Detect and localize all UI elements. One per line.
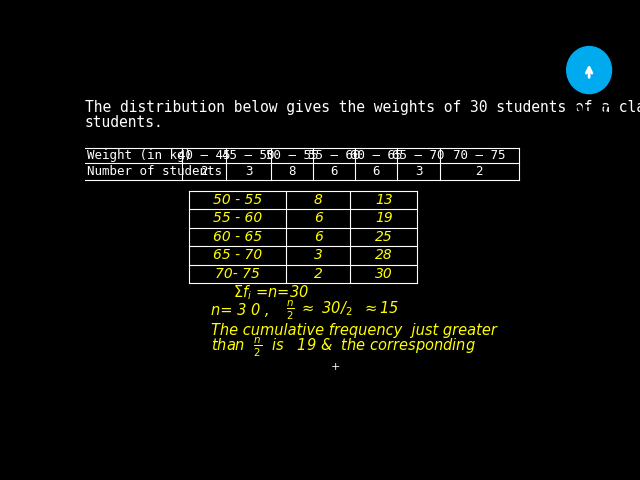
Text: 6: 6 — [314, 230, 323, 244]
Text: 55 - 60: 55 - 60 — [213, 211, 262, 226]
Text: 70 — 75: 70 — 75 — [453, 149, 506, 162]
Text: n= 3 0 ,: n= 3 0 , — [211, 303, 270, 318]
Text: 25: 25 — [375, 230, 393, 244]
Text: 3: 3 — [314, 248, 323, 263]
Text: The distribution below gives the weights of 30 students of a class. Find the med: The distribution below gives the weights… — [85, 100, 640, 115]
Text: 6: 6 — [372, 165, 380, 178]
Text: 3: 3 — [415, 165, 422, 178]
Text: 45 — 50: 45 — 50 — [222, 149, 275, 162]
Text: 6: 6 — [314, 211, 323, 226]
Text: Weight (in kg): Weight (in kg) — [88, 149, 193, 162]
Text: 60 - 65: 60 - 65 — [213, 230, 262, 244]
Text: 19: 19 — [375, 211, 393, 226]
Text: +: + — [331, 362, 340, 372]
Text: 6: 6 — [330, 165, 338, 178]
Text: 50 — 55: 50 — 55 — [266, 149, 318, 162]
Text: 70- 75: 70- 75 — [215, 267, 260, 281]
Text: 30: 30 — [375, 267, 393, 281]
Circle shape — [567, 47, 612, 94]
Text: Number of students: Number of students — [88, 165, 223, 178]
Text: $\frac{n}{2}$ $\approx$ 30/$_2$  $\approx$15: $\frac{n}{2}$ $\approx$ 30/$_2$ $\approx… — [286, 299, 399, 323]
Text: 50 - 55: 50 - 55 — [213, 193, 262, 207]
Text: 2: 2 — [200, 165, 208, 178]
Text: 8: 8 — [288, 165, 296, 178]
Text: 65 - 70: 65 - 70 — [213, 248, 262, 263]
Text: 8: 8 — [314, 193, 323, 207]
Text: 65 — 70: 65 — 70 — [392, 149, 445, 162]
Text: 40 — 45: 40 — 45 — [178, 149, 230, 162]
Text: The cumulative frequency  just greater: The cumulative frequency just greater — [211, 323, 497, 338]
Text: students.: students. — [85, 115, 164, 130]
Text: 60 — 65: 60 — 65 — [350, 149, 403, 162]
Text: 28: 28 — [375, 248, 393, 263]
Text: 2: 2 — [314, 267, 323, 281]
Text: 55 — 60: 55 — 60 — [308, 149, 360, 162]
Text: than  $\frac{n}{2}$  is   19 &  the corresponding: than $\frac{n}{2}$ is 19 & the correspon… — [211, 336, 476, 360]
Text: 2: 2 — [476, 165, 483, 178]
Text: 13: 13 — [375, 193, 393, 207]
Text: toppr: toppr — [568, 102, 611, 116]
Text: 3: 3 — [245, 165, 252, 178]
Text: $\Sigma f_i$ =n=30: $\Sigma f_i$ =n=30 — [233, 283, 309, 301]
